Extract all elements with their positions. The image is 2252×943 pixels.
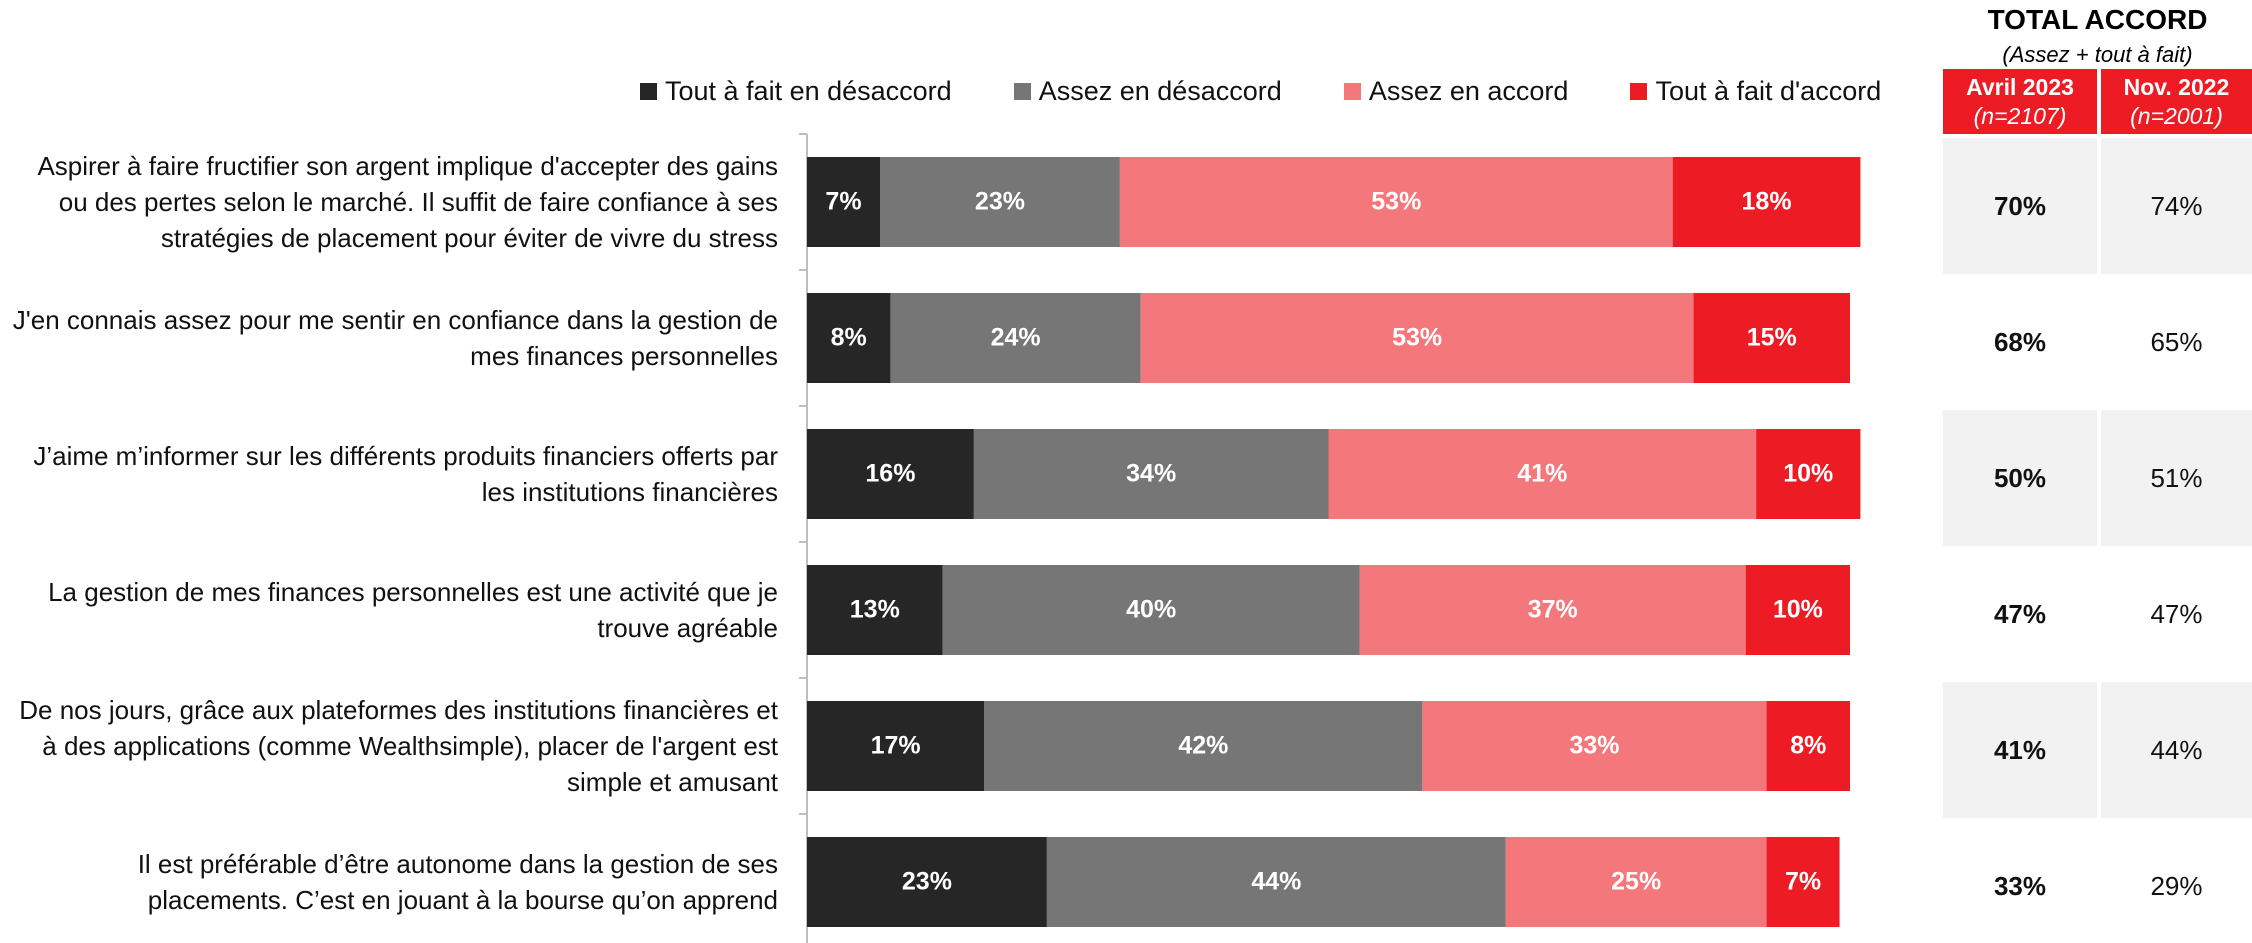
bar-segment (807, 565, 943, 655)
legend: Tout à fait en désaccord Assez en désacco… (640, 76, 1881, 107)
bar-segment (1422, 701, 1767, 791)
bar-segment (807, 701, 985, 791)
bar-segment (1756, 429, 1861, 519)
value-label: 24% (991, 324, 1041, 352)
total-cell: 51% (2101, 410, 2252, 546)
value-label: 18% (1742, 188, 1792, 216)
category-label: Il est préférable d’être autonome dans l… (137, 849, 778, 915)
bar-segment (1766, 701, 1850, 791)
legend-label: Assez en désaccord (1038, 76, 1282, 106)
value-label: 15% (1747, 324, 1797, 352)
value-label: 33% (1569, 732, 1619, 760)
legend-item: Assez en accord (1343, 76, 1569, 107)
category-label: Aspirer à faire fructifier son argent im… (37, 151, 778, 253)
legend-label: Tout à fait en désaccord (665, 76, 952, 106)
legend-label: Assez en accord (1368, 76, 1569, 106)
bar-segment (890, 293, 1141, 383)
bar-segment (807, 293, 891, 383)
bar-segment (1672, 157, 1861, 247)
bar-segment (880, 157, 1120, 247)
legend-item: Tout à fait d'accord (1630, 76, 1881, 107)
bar-segment (942, 565, 1360, 655)
value-label: 10% (1773, 596, 1823, 624)
table-header: Avril 2023 (n=2107) (1943, 69, 2097, 134)
legend-item: Assez en désaccord (1013, 76, 1282, 107)
value-label: 53% (1371, 188, 1421, 216)
total-cell: 44% (2101, 682, 2252, 818)
total-cell: 47% (1993, 598, 2047, 629)
value-label: 42% (1178, 732, 1228, 760)
value-label: 37% (1528, 596, 1578, 624)
value-label: 34% (1126, 460, 1176, 488)
table-header: Nov. 2022 (n=2001) (2101, 69, 2252, 134)
totals-title: TOTAL ACCORD (1987, 4, 2208, 35)
bar-segment (973, 429, 1329, 519)
bar-segment (1505, 837, 1767, 927)
bar-segment (1359, 565, 1746, 655)
bar-segment (1745, 565, 1850, 655)
legend-swatch (1630, 83, 1648, 100)
bar-segment (807, 429, 974, 519)
total-cell: 70% (1943, 138, 2097, 274)
column-name: Avril 2023 (1966, 74, 2074, 100)
column-name: Nov. 2022 (2123, 74, 2230, 100)
total-cell: 68% (1993, 326, 2047, 357)
category-label: J’aime m’informer sur les différents pro… (33, 441, 778, 507)
value-label: 23% (902, 868, 952, 896)
column-n: (n=2001) (2130, 103, 2223, 129)
total-cell: 41% (1943, 682, 2097, 818)
value-label: 7% (825, 188, 861, 216)
value-label: 13% (850, 596, 900, 624)
category-label: De nos jours, grâce aux plateformes des … (19, 695, 778, 797)
totals-subtitle: (Assez + tout à fait) (2002, 42, 2193, 67)
legend-label: Tout à fait d'accord (1655, 76, 1882, 106)
total-cell: 65% (2150, 326, 2203, 357)
category-label: J'en connais assez pour me sentir en con… (12, 305, 778, 371)
bar-segment (1766, 837, 1840, 927)
bar-segment (984, 701, 1423, 791)
legend-swatch (1343, 83, 1361, 100)
value-label: 53% (1392, 324, 1442, 352)
value-label: 8% (831, 324, 867, 352)
bar-segment (1119, 157, 1673, 247)
legend-item: Tout à fait en désaccord (640, 76, 952, 107)
total-cell: 29% (2150, 870, 2203, 901)
column-n: (n=2107) (1973, 103, 2067, 129)
total-cell: 47% (2150, 598, 2203, 629)
bar-segment (807, 157, 881, 247)
bar-segment (807, 837, 1047, 927)
value-label: 23% (975, 188, 1025, 216)
value-label: 10% (1783, 460, 1833, 488)
value-label: 25% (1611, 868, 1661, 896)
bar-segment (1693, 293, 1850, 383)
legend-swatch (640, 83, 657, 100)
value-label: 8% (1790, 732, 1826, 760)
value-label: 41% (1517, 460, 1567, 488)
bar-segment (1046, 837, 1506, 927)
legend-swatch (1013, 83, 1031, 100)
value-label: 7% (1785, 868, 1821, 896)
value-label: 16% (865, 460, 915, 488)
total-cell: 33% (1993, 870, 2047, 901)
bar-segment (1328, 429, 1757, 519)
total-cell: 50% (1943, 410, 2097, 546)
value-label: 40% (1126, 596, 1176, 624)
value-label: 17% (871, 732, 921, 760)
bar-segment (1140, 293, 1694, 383)
value-label: 44% (1251, 868, 1301, 896)
total-cell: 74% (2101, 138, 2252, 274)
category-label: La gestion de mes finances personnelles … (48, 577, 778, 643)
